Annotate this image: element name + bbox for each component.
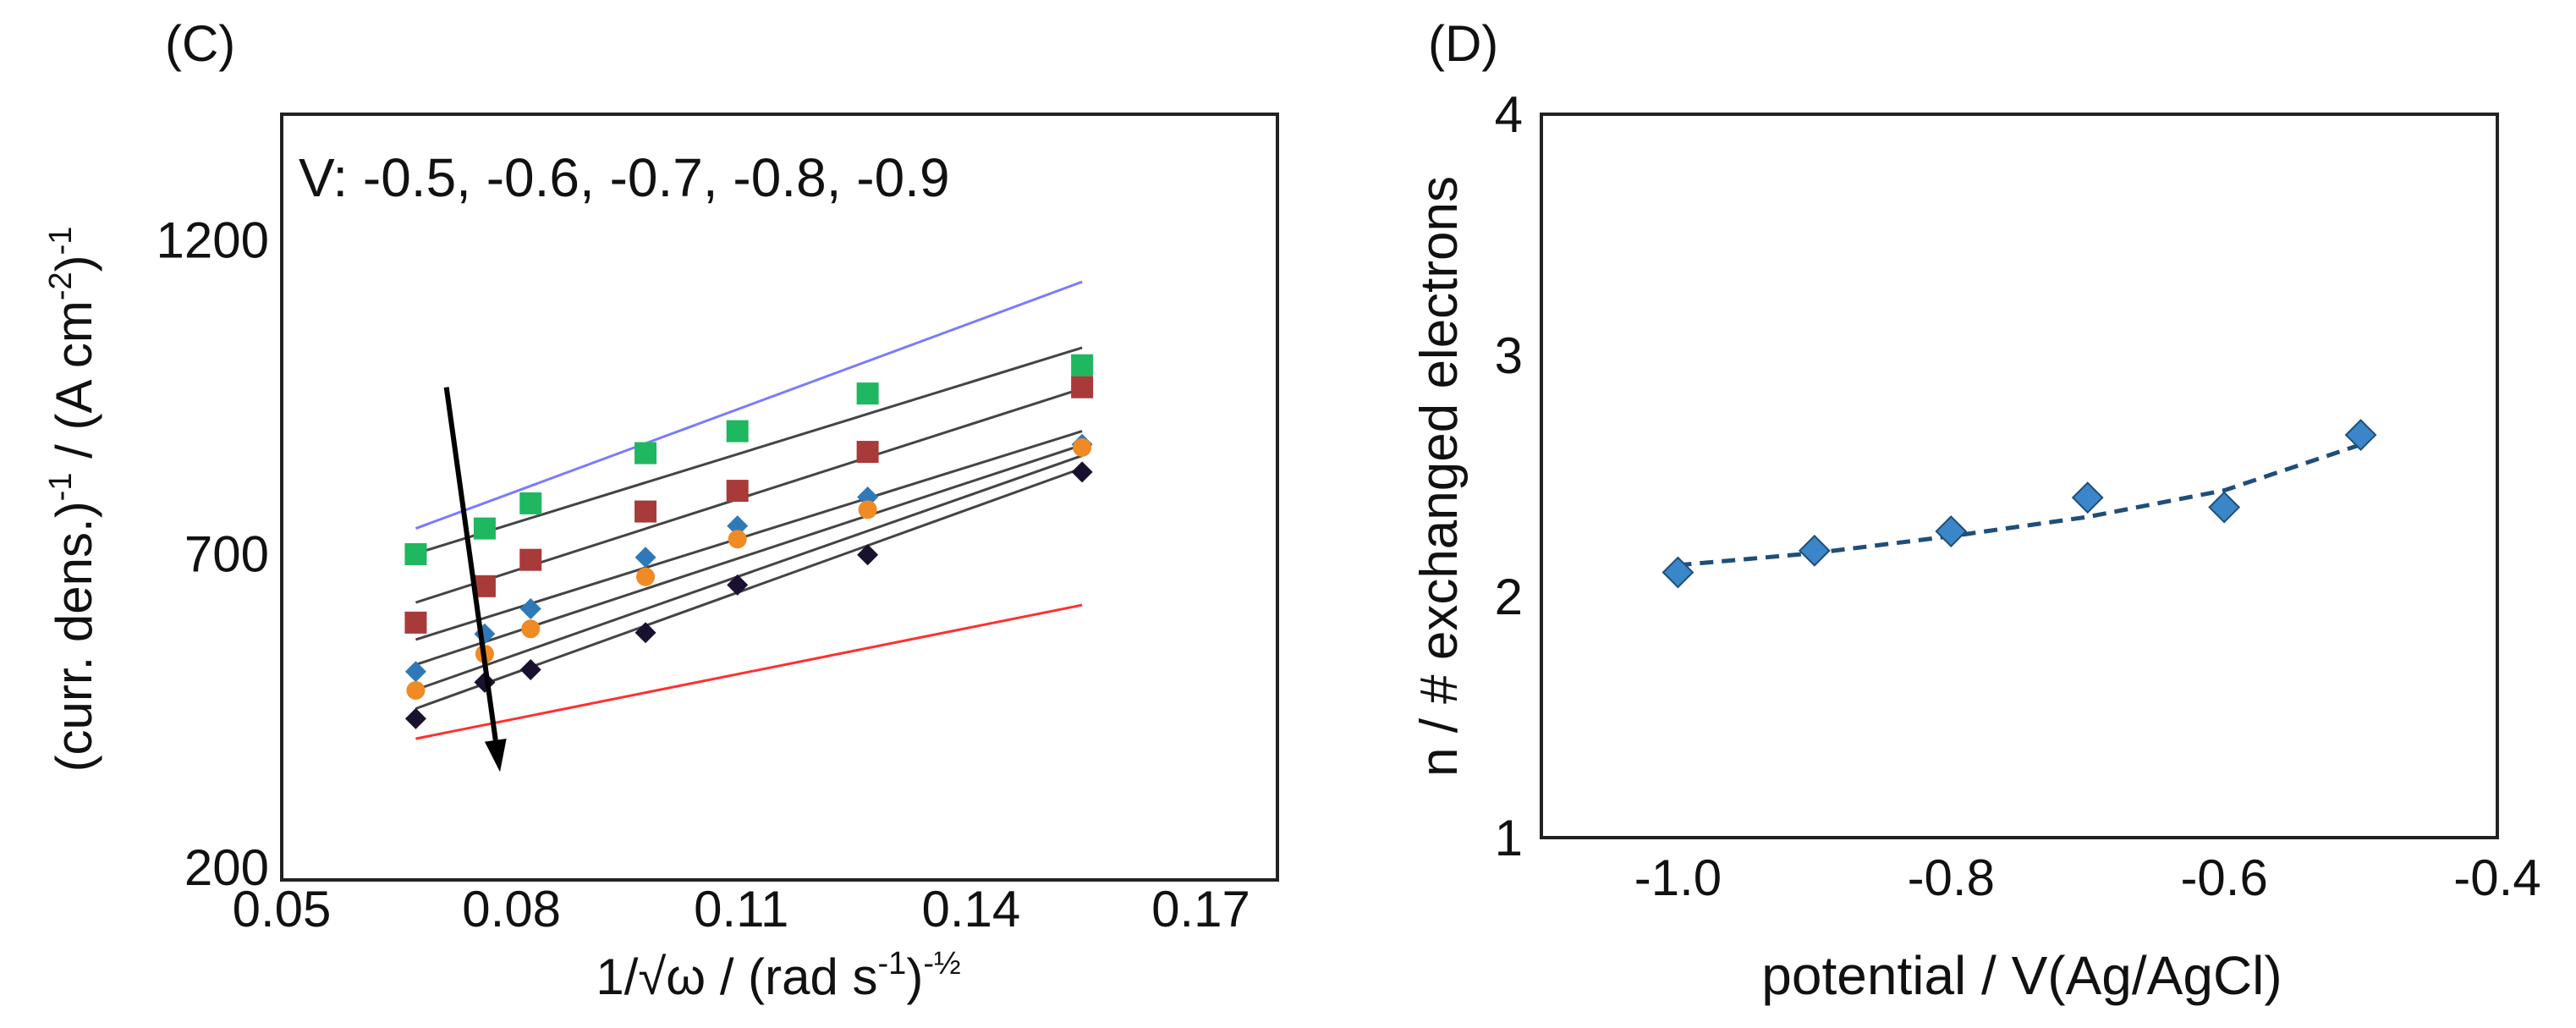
series-2-point-3 bbox=[519, 548, 542, 571]
x-tick-label-3: 0.11 bbox=[694, 881, 788, 937]
panel-d-x-axis-title: potential / V(Ag/AgCl) bbox=[1761, 945, 2282, 1006]
panel-d: (D) -1.0 -0.8 -0.6 -0.4 1 2 3 4 potential / V(… bbox=[1410, 15, 2541, 1006]
x-tick-label-1: -1.0 bbox=[1634, 849, 1722, 906]
panel-c-xlabel-main: 1/√ω / (rad s bbox=[596, 948, 877, 1005]
x-tick-label-1: 0.05 bbox=[233, 881, 332, 937]
panel-d-plot-frame bbox=[1540, 113, 2499, 839]
panel-d-trend bbox=[1678, 443, 2362, 568]
panel-c-x-axis-title: 1/√ω / (rad s-1)-½ bbox=[596, 946, 960, 1005]
panel-c-label: (C) bbox=[165, 15, 235, 72]
series-2-point-1 bbox=[404, 611, 427, 634]
y-tick-label-2: 2 bbox=[1495, 569, 1523, 625]
y-tick-label-2: 700 bbox=[184, 525, 269, 582]
series-3-point-5 bbox=[727, 515, 749, 537]
point-5 bbox=[2208, 491, 2241, 524]
x-tick-label-4: 0.14 bbox=[921, 881, 1020, 937]
panel-c-annotation: V: -0.5, -0.6, -0.7, -0.8, -0.9 bbox=[299, 147, 950, 208]
series-5-point-3 bbox=[519, 658, 541, 680]
series-4-point-5 bbox=[728, 530, 747, 549]
reference-line-1 bbox=[415, 280, 1083, 530]
panel-c-ylabel-s1: -1 bbox=[43, 473, 79, 502]
panel-c-xlabel-mid: ) bbox=[906, 948, 923, 1005]
y-tick-label-4: 4 bbox=[1495, 86, 1523, 143]
fit-line-4 bbox=[415, 443, 1083, 666]
fit-line-2 bbox=[415, 387, 1083, 604]
point-6 bbox=[2344, 419, 2377, 451]
series-5-point-1 bbox=[404, 707, 426, 729]
x-tick-label-5: 0.17 bbox=[1151, 881, 1250, 937]
series-3-point-1 bbox=[404, 661, 426, 683]
series-4-point-3 bbox=[521, 619, 541, 639]
point-4 bbox=[2071, 481, 2104, 514]
series-1-point-3 bbox=[519, 492, 542, 514]
fit-line-3 bbox=[415, 430, 1083, 641]
series-1-point-7 bbox=[1071, 354, 1094, 377]
series-5-point-7 bbox=[1071, 461, 1093, 483]
panel-d-points bbox=[1661, 419, 2377, 589]
series-2-point-5 bbox=[726, 480, 749, 503]
series-1-point-4 bbox=[634, 442, 657, 465]
panel-c: (C) V: -0.5, -0.6, -0.7, -0.8, -0.9 0.05… bbox=[43, 15, 1279, 1005]
panel-c-plot-frame bbox=[280, 113, 1279, 882]
panel-c-xlabel-sup2: -½ bbox=[923, 946, 960, 981]
x-tick-label-2: 0.08 bbox=[462, 881, 561, 937]
panel-d-y-ticks: 1 2 3 4 bbox=[1495, 86, 1523, 866]
series-4-point-6 bbox=[858, 500, 877, 519]
arrow-head bbox=[484, 738, 507, 772]
panel-c-y-axis-title: (curr. dens.)-1 / (A cm-2)-1 bbox=[43, 227, 102, 772]
series-3-point-3 bbox=[519, 598, 541, 620]
y-tick-label-3: 3 bbox=[1495, 327, 1523, 384]
arrow-shaft bbox=[443, 387, 498, 741]
panel-c-ylabel-c: ) bbox=[46, 255, 102, 272]
reference-line-2 bbox=[415, 603, 1083, 740]
fit-line-5 bbox=[415, 454, 1083, 691]
series-1-point-2 bbox=[473, 517, 496, 540]
point-3 bbox=[1935, 515, 1968, 547]
series-2-point-4 bbox=[634, 500, 657, 523]
point-1 bbox=[1661, 556, 1694, 589]
series-5-point-6 bbox=[857, 544, 879, 566]
panel-c-points bbox=[404, 354, 1094, 729]
y-tick-label-1: 200 bbox=[184, 839, 269, 896]
trend-line bbox=[1678, 443, 2362, 568]
x-tick-label-3: -0.6 bbox=[2180, 849, 2267, 906]
panel-c-arrow bbox=[443, 387, 507, 772]
series-1-point-5 bbox=[726, 420, 749, 443]
panel-c-ylabel-a: (curr. dens.) bbox=[46, 501, 102, 772]
x-tick-label-4: -0.4 bbox=[2453, 849, 2540, 906]
panel-c-ylabel-s3: -1 bbox=[43, 227, 79, 256]
series-3-point-4 bbox=[634, 547, 656, 569]
panel-d-x-ticks: -1.0 -0.8 -0.6 -0.4 bbox=[1634, 849, 2541, 906]
series-2-point-6 bbox=[856, 441, 879, 464]
panel-c-lines bbox=[415, 280, 1083, 740]
point-2 bbox=[1798, 534, 1831, 567]
x-tick-label-2: -0.8 bbox=[1908, 849, 1995, 906]
series-5-point-4 bbox=[634, 622, 656, 644]
fit-line-1 bbox=[415, 346, 1083, 555]
series-1-point-6 bbox=[856, 382, 879, 405]
panel-c-y-ticks: 200 700 1200 bbox=[157, 212, 269, 896]
series-4-point-1 bbox=[406, 680, 426, 700]
series-4-point-4 bbox=[636, 567, 656, 586]
panel-c-ylabel-s2: -2 bbox=[43, 272, 79, 300]
panel-c-xlabel-sup1: -1 bbox=[878, 946, 907, 981]
panel-d-label: (D) bbox=[1428, 15, 1498, 72]
series-2-point-7 bbox=[1071, 376, 1094, 399]
panel-d-y-axis-title: n / # exchanged electrons bbox=[1410, 176, 1469, 777]
y-tick-label-3: 1200 bbox=[157, 212, 269, 268]
series-5-point-5 bbox=[727, 574, 749, 596]
series-1-point-1 bbox=[404, 543, 427, 566]
series-4-point-7 bbox=[1073, 437, 1092, 457]
panel-c-x-ticks: 0.05 0.08 0.11 0.14 0.17 bbox=[233, 881, 1250, 937]
panel-c-ylabel-b: / (A cm bbox=[46, 300, 102, 472]
y-tick-label-1: 1 bbox=[1495, 810, 1523, 866]
